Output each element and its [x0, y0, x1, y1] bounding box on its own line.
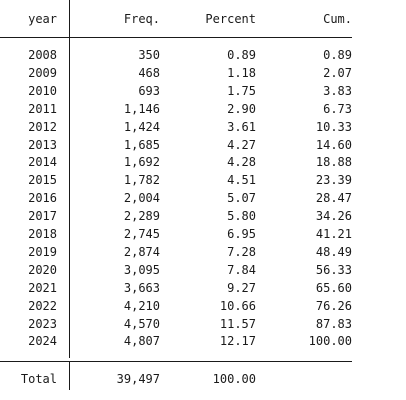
total-percent: 100.00: [212, 372, 256, 386]
row-freq: 1,685: [123, 138, 160, 152]
row-year: 2017: [28, 209, 57, 223]
row-cum: 10.33: [315, 120, 352, 134]
row-year: 2023: [28, 317, 57, 331]
row-freq: 350: [138, 48, 160, 62]
row-percent: 4.51: [227, 173, 256, 187]
row-freq: 468: [138, 66, 160, 80]
row-year: 2020: [28, 263, 57, 277]
row-percent: 7.28: [227, 245, 256, 259]
row-freq: 693: [138, 84, 160, 98]
column-divider-lower: [69, 361, 70, 390]
header-freq: Freq.: [123, 12, 160, 26]
row-percent: 6.95: [227, 227, 256, 241]
row-year: 2013: [28, 138, 57, 152]
row-year: 2011: [28, 102, 57, 116]
row-cum: 34.26: [315, 209, 352, 223]
row-percent: 2.90: [227, 102, 256, 116]
row-percent: 4.28: [227, 155, 256, 169]
row-freq: 1,424: [123, 120, 160, 134]
row-year: 2021: [28, 281, 57, 295]
row-cum: 6.73: [323, 102, 352, 116]
row-year: 2014: [28, 155, 57, 169]
row-year: 2008: [28, 48, 57, 62]
row-freq: 3,095: [123, 263, 160, 277]
row-percent: 1.18: [227, 66, 256, 80]
row-cum: 76.26: [315, 299, 352, 313]
row-cum: 18.88: [315, 155, 352, 169]
row-cum: 2.07: [323, 66, 352, 80]
row-cum: 56.33: [315, 263, 352, 277]
row-freq: 1,692: [123, 155, 160, 169]
row-cum: 41.21: [315, 227, 352, 241]
header-year: year: [28, 12, 57, 26]
total-label: Total: [20, 372, 57, 386]
row-freq: 4,210: [123, 299, 160, 313]
row-cum: 87.83: [315, 317, 352, 331]
column-divider-upper: [69, 0, 70, 358]
row-percent: 3.61: [227, 120, 256, 134]
row-freq: 1,146: [123, 102, 160, 116]
total-rule: [0, 361, 352, 362]
row-year: 2009: [28, 66, 57, 80]
row-year: 2022: [28, 299, 57, 313]
row-year: 2015: [28, 173, 57, 187]
row-cum: 0.89: [323, 48, 352, 62]
row-cum: 23.39: [315, 173, 352, 187]
row-freq: 3,663: [123, 281, 160, 295]
row-year: 2018: [28, 227, 57, 241]
total-freq: 39,497: [116, 372, 160, 386]
row-percent: 4.27: [227, 138, 256, 152]
row-cum: 65.60: [315, 281, 352, 295]
row-freq: 4,570: [123, 317, 160, 331]
row-year: 2024: [28, 334, 57, 348]
row-percent: 11.57: [219, 317, 256, 331]
row-freq: 2,745: [123, 227, 160, 241]
row-freq: 4,807: [123, 334, 160, 348]
row-cum: 28.47: [315, 191, 352, 205]
row-year: 2019: [28, 245, 57, 259]
header-cum: Cum.: [323, 12, 352, 26]
header-rule: [0, 37, 352, 38]
row-cum: 14.60: [315, 138, 352, 152]
row-cum: 48.49: [315, 245, 352, 259]
row-year: 2010: [28, 84, 57, 98]
row-freq: 2,874: [123, 245, 160, 259]
row-percent: 1.75: [227, 84, 256, 98]
row-cum: 100.00: [308, 334, 352, 348]
row-percent: 10.66: [219, 299, 256, 313]
row-percent: 0.89: [227, 48, 256, 62]
row-cum: 3.83: [323, 84, 352, 98]
header-percent: Percent: [205, 12, 256, 26]
row-year: 2012: [28, 120, 57, 134]
row-freq: 2,004: [123, 191, 160, 205]
row-percent: 5.80: [227, 209, 256, 223]
row-freq: 1,782: [123, 173, 160, 187]
row-percent: 12.17: [219, 334, 256, 348]
row-freq: 2,289: [123, 209, 160, 223]
row-percent: 5.07: [227, 191, 256, 205]
row-percent: 9.27: [227, 281, 256, 295]
row-year: 2016: [28, 191, 57, 205]
row-percent: 7.84: [227, 263, 256, 277]
